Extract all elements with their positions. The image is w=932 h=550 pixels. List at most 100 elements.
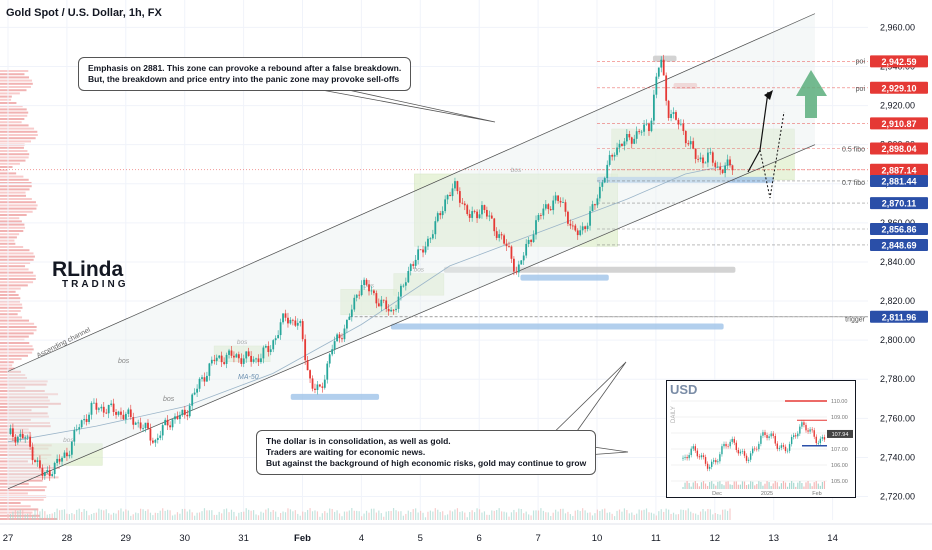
time-tick-label: 28 [62,533,73,544]
price-tick-label: 2,860.00 [880,218,915,228]
volume-bar [277,516,279,520]
inset-volume-bar [733,481,735,489]
candle-body [397,296,400,309]
volume-bar [704,511,707,520]
volume-bar [307,509,309,520]
candle-body [73,430,76,442]
inset-candle-body [756,448,758,450]
volume-bar [486,514,488,520]
volume-bar [641,510,643,520]
volume-bar [218,511,220,520]
volume-bar [51,513,53,520]
candle-body [422,249,424,253]
volume-bar [680,509,682,520]
volume-profile-bar [0,332,34,335]
candle-body [709,152,712,154]
candle-body [213,359,216,361]
time-tick-label: 14 [827,533,838,544]
candle-body [296,322,299,326]
time-tick-label: 30 [179,533,190,544]
volume-bar [245,508,247,520]
candle-body [350,309,353,317]
inset-candle-body [682,457,684,459]
volume-profile-bar [0,335,29,338]
candle-body [58,458,61,462]
inset-candle-body [778,447,781,449]
volume-profile-bar [0,268,29,271]
volume-bar [474,512,476,520]
candle-body [139,422,142,429]
volume-bar [397,511,400,520]
volume-bar [341,516,343,520]
volume-profile-bar [0,399,50,402]
volume-profile-bar [0,294,19,296]
candle-body [26,436,29,438]
inset-volume-bar [760,481,762,489]
volume-bar [726,510,729,520]
candle-body [61,457,63,462]
candle-body [687,143,690,145]
price-tick-label: 2,760.00 [880,413,915,423]
candle-body [670,114,672,119]
volume-profile-bar [0,214,27,216]
bos-label: bos [118,358,130,365]
inset-candle-body [776,443,778,449]
volume-profile-bar [0,86,31,88]
volume-profile-bar [0,194,27,197]
candle-body [508,246,510,247]
candle-body [328,354,331,364]
candle-body [603,178,606,183]
candle-body [466,205,469,215]
volume-bar [260,511,262,520]
volume-bar [351,508,353,520]
price-badge-label: 2,898.04 [881,144,916,154]
inset-candle-body [727,446,729,447]
candle-body [662,59,665,76]
inset-volume-bar [817,483,819,489]
candle-body [208,363,211,376]
volume-bar [623,508,626,520]
candle-body [12,428,14,437]
candle-body [66,452,68,457]
volume-bar [71,513,73,520]
bos-label: bos [237,339,248,346]
time-axis[interactable]: 27 28 29 30 31 Feb 4 5 6 7 10 11 12 13 14 [0,523,932,550]
candle-body [456,181,459,192]
volume-bar [390,510,392,520]
volume-bar [88,515,90,520]
candle-body [395,308,397,310]
volume-profile-bar [0,364,13,367]
volume-profile-bar [0,162,20,165]
candle-body [41,467,44,476]
ma50-line [7,163,733,443]
candle-body [571,225,574,227]
volume-profile-bar [0,156,29,159]
volume-bar [660,509,662,520]
volume-profile-bar [0,246,24,248]
volume-bar [616,510,618,520]
candle-body [24,437,27,439]
inset-volume-bar [776,482,778,489]
inset-candle-body [813,430,815,437]
candle-body [650,120,653,132]
candle-body [179,415,181,420]
candle-body [68,454,71,457]
volume-bar [61,509,63,520]
price-axis[interactable]: 2,720.00 2,740.00 2,760.00 2,780.00 2,800.00… [868,0,932,550]
candle-body [97,408,100,410]
candle-body [306,360,309,371]
volume-profile-bar [0,354,28,357]
candle-body [198,378,201,389]
inset-volume-bar [799,481,801,489]
volume-bar [569,514,571,520]
candle-body [392,309,395,311]
volume-bar [243,511,245,520]
candle-body [515,271,518,273]
inset-candle-body [741,451,744,452]
volume-bar [7,514,9,520]
volume-bar [668,509,670,520]
candle-body [326,363,329,380]
volume-bar [528,514,530,520]
volume-profile-bar [0,73,25,76]
